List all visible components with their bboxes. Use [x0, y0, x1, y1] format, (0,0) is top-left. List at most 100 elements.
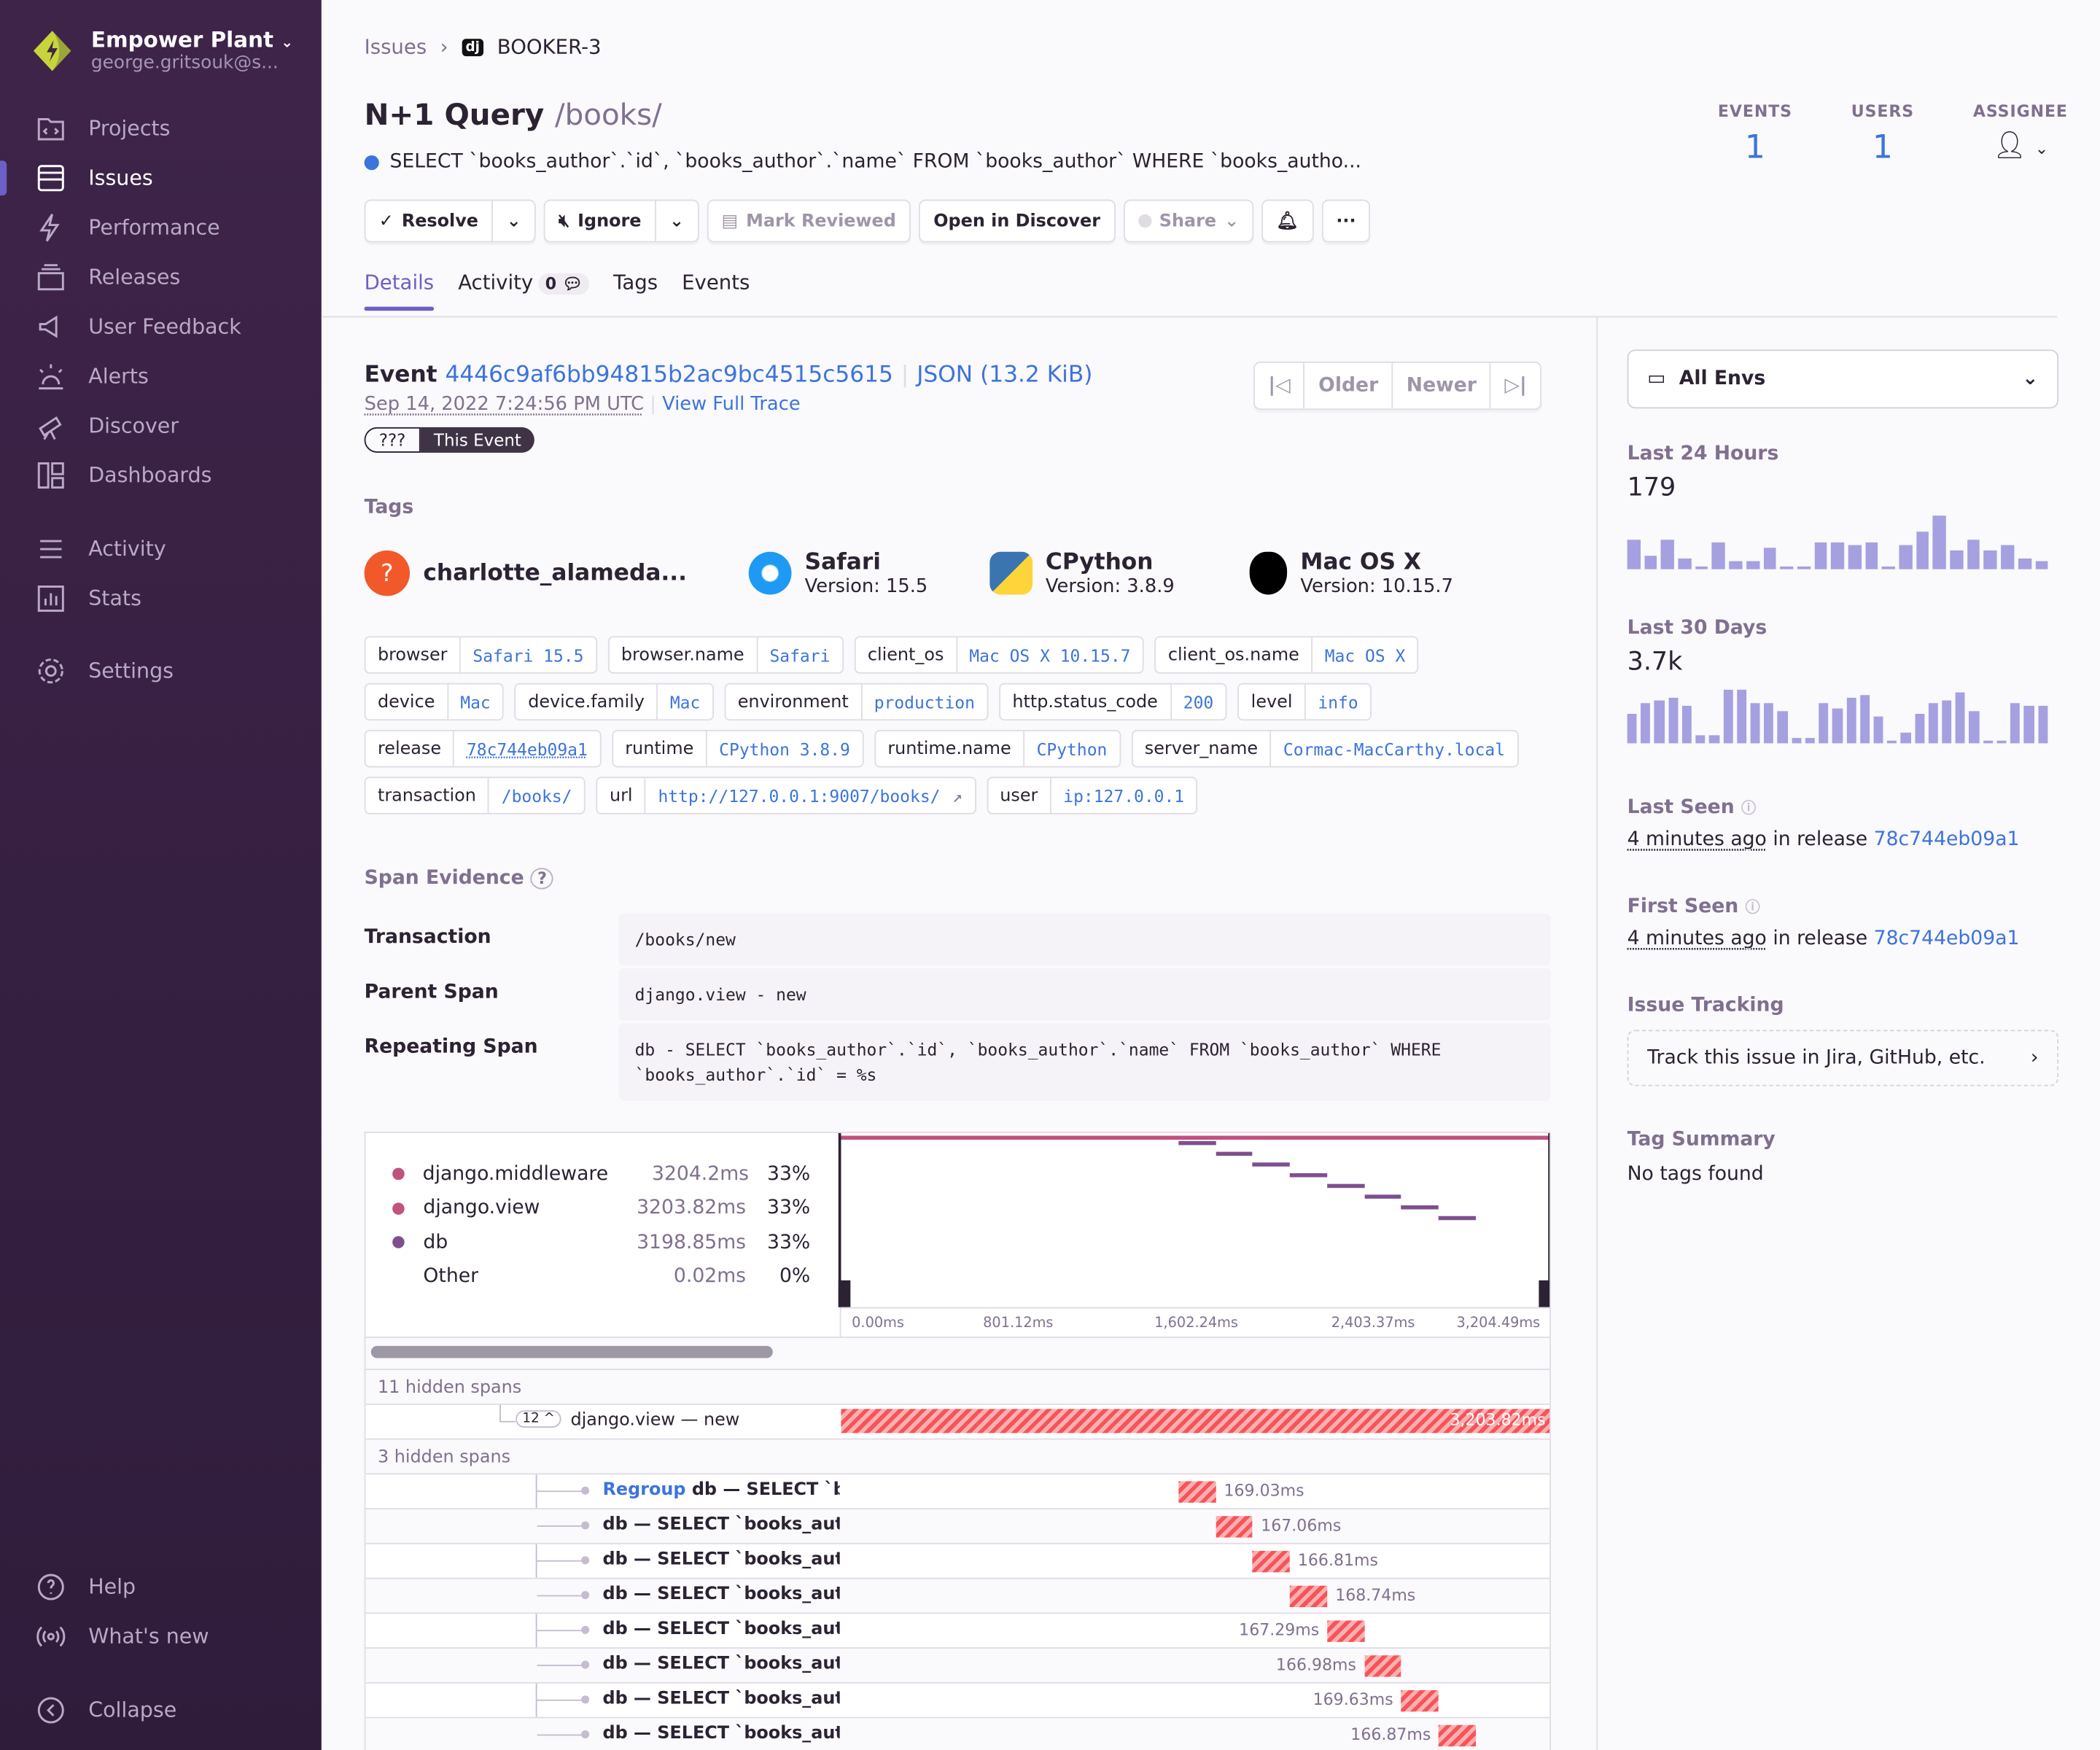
tab-tags[interactable]: Tags [613, 271, 658, 295]
sidebar-footer-help[interactable]: Help [0, 1564, 322, 1609]
tag-value[interactable]: /books/ [488, 778, 584, 813]
tag-value[interactable]: http://127.0.0.1:9007/books/ [645, 778, 952, 813]
org-switcher[interactable]: Empower Plant ⌄ george.gritsouk@s... [29, 27, 293, 74]
span-row[interactable]: db — SELECT `books_author` 166.87ms [365, 1716, 1550, 1750]
tag-value[interactable]: ip:127.0.0.1 [1049, 778, 1197, 813]
tag-browser[interactable]: browser Safari 15.5 [364, 636, 597, 674]
resolve-button[interactable]: ✓ Resolve ⌄ [364, 199, 536, 243]
sidebar-item-settings[interactable]: Settings [0, 648, 322, 693]
environment-selector[interactable]: ▭ All Envs ⌄ [1627, 349, 2059, 409]
tag-environment[interactable]: environment production [724, 682, 989, 721]
regroup-link[interactable]: Regroup [602, 1479, 686, 1501]
more-actions-button[interactable]: ··· [1321, 199, 1371, 243]
view-full-trace-link[interactable]: View Full Trace [662, 394, 801, 416]
older-event-button[interactable]: Older [1303, 362, 1392, 409]
sidebar-item-dashboards[interactable]: Dashboards [0, 453, 322, 498]
sidebar-item-releases[interactable]: Releases [0, 254, 322, 300]
horizontal-scrollbar[interactable] [370, 1345, 773, 1358]
breadcrumb: Issues › dj BOOKER-3 [365, 35, 602, 59]
sidebar-footer-what-s-new[interactable]: What's new [0, 1614, 322, 1659]
span-row[interactable]: db — SELECT `books_author` 166.98ms [365, 1647, 1550, 1682]
tag-value[interactable]: CPython 3.8.9 [705, 731, 863, 766]
first-event-button[interactable]: |◁ [1268, 375, 1291, 397]
tag-user[interactable]: user ip:127.0.0.1 [986, 777, 1198, 814]
issue-tabs: Details Activity 0 💬︎ Tags Events [364, 271, 750, 311]
span-row[interactable]: db — SELECT `books_author` 169.63ms [365, 1681, 1550, 1717]
newer-event-button[interactable]: Newer [1391, 362, 1490, 409]
tag-value[interactable]: Mac [656, 684, 712, 720]
tag-value[interactable]: Safari [756, 637, 842, 673]
drag-handle-right[interactable] [1539, 1280, 1550, 1307]
mark-reviewed-button[interactable]: ▤ Mark Reviewed [707, 199, 911, 243]
tag-transaction[interactable]: transaction/books/ [364, 777, 586, 814]
span-row[interactable]: db — SELECT `books_author` 167.29ms [365, 1612, 1550, 1647]
events-count[interactable]: 1 [1744, 128, 1765, 166]
assignee-selector[interactable]: 👤︎ ⌄ [1973, 128, 2068, 160]
sidebar-item-projects[interactable]: Projects [0, 106, 322, 151]
event-id-link[interactable]: 4446c9af6bb94815b2ac9bc4515c5615 [445, 361, 893, 389]
tag-http-status-code[interactable]: http.status_code 200 [999, 682, 1227, 721]
first-seen-release-link[interactable]: 78c744eb09a1 [1873, 928, 2020, 950]
last-seen-release-link[interactable]: 78c744eb09a1 [1873, 828, 2020, 851]
sidebar-item-alerts[interactable]: Alerts [0, 354, 322, 399]
latest-event-button[interactable]: ▷| [1490, 362, 1540, 409]
tab-events[interactable]: Events [682, 271, 750, 295]
event-json-link[interactable]: JSON (13.2 KiB) [917, 361, 1093, 389]
tag-url[interactable]: url http://127.0.0.1:9007/books/↗ [596, 777, 976, 814]
tag-device-family[interactable]: device.family Mac [514, 682, 714, 721]
tag-value[interactable]: Mac OS X [1311, 637, 1418, 673]
share-button[interactable]: Share ⌄ [1123, 199, 1254, 243]
sparkline-24h[interactable] [1627, 516, 2048, 569]
sidebar-item-performance[interactable]: Performance [0, 205, 322, 250]
tag-value[interactable]: Safari 15.5 [459, 637, 596, 673]
sidebar-item-user-feedback[interactable]: User Feedback [0, 304, 322, 349]
tab-activity[interactable]: Activity 0 💬︎ [458, 271, 589, 311]
tag-value[interactable]: Mac OS X 10.15.7 [955, 637, 1143, 673]
tag-value[interactable]: Mac [446, 684, 502, 720]
ignore-dropdown[interactable]: ⌄ [654, 201, 698, 241]
span-row[interactable]: db — SELECT `books_author` 167.06ms [365, 1508, 1550, 1543]
drag-handle-left[interactable] [838, 1280, 851, 1307]
tag-runtime[interactable]: runtime CPython 3.8.9 [611, 730, 864, 768]
tag-client-os[interactable]: client_os Mac OS X 10.15.7 [854, 636, 1144, 674]
tag-value[interactable]: CPython [1023, 731, 1119, 766]
span-row[interactable]: Regroup db — SELECT `boo 169.03ms [365, 1473, 1550, 1508]
users-count[interactable]: 1 [1872, 128, 1893, 166]
minimap-handle-left[interactable] [838, 1132, 841, 1307]
sidebar-footer-collapse[interactable]: Collapse [0, 1687, 322, 1732]
minimap[interactable] [838, 1132, 1550, 1307]
tag-value[interactable]: info [1304, 684, 1370, 720]
last-24h-label: Last 24 Hours [1627, 443, 1779, 465]
minimap-handle-right[interactable] [1548, 1132, 1550, 1307]
sidebar-item-activity[interactable]: Activity [0, 526, 322, 572]
span-toggle-button[interactable]: 12 ^ [516, 1410, 562, 1428]
ignore-button[interactable]: 🔇︎ Ignore ⌄ [543, 199, 699, 243]
tag-value[interactable]: 78c744eb09a1 [453, 731, 600, 766]
hidden-spans-row[interactable]: 11 hidden spans [365, 1369, 1550, 1404]
sidebar-item-discover[interactable]: Discover [0, 403, 322, 448]
tag-server-name[interactable]: server_name Cormac-MacCarthy.local [1131, 730, 1519, 768]
tag-value[interactable]: production [860, 684, 987, 720]
tag-value[interactable]: 200 [1170, 684, 1225, 720]
tab-details[interactable]: Details [364, 271, 435, 311]
tag-value[interactable]: Cormac-MacCarthy.local [1269, 731, 1517, 766]
tag-level[interactable]: level info [1237, 682, 1372, 721]
tag-release[interactable]: release 78c744eb09a1 [364, 730, 602, 768]
sidebar-item-issues[interactable]: Issues [0, 155, 322, 201]
span-row-parent[interactable]: 12 ^ django.view — new 3,203.82ms [365, 1403, 1550, 1439]
hidden-spans-row[interactable]: 3 hidden spans [365, 1438, 1550, 1474]
breadcrumb-issues[interactable]: Issues [364, 34, 427, 59]
span-row[interactable]: db — SELECT `books_author` 166.81ms [365, 1542, 1550, 1578]
tag-runtime-name[interactable]: runtime.name CPython [874, 730, 1121, 768]
sparkline-30d[interactable] [1627, 689, 2048, 744]
track-issue-button[interactable]: Track this issue in Jira, GitHub, etc. › [1627, 1030, 2059, 1086]
external-link-icon[interactable]: ↗ [952, 785, 962, 806]
tag-device[interactable]: device Mac [364, 682, 505, 721]
tag-client-os-name[interactable]: client_os.name Mac OS X [1154, 636, 1419, 674]
subscribe-button[interactable]: 🔔︎ [1261, 199, 1314, 243]
resolve-dropdown[interactable]: ⌄ [491, 201, 534, 241]
tag-browser-name[interactable]: browser.name Safari [607, 636, 844, 674]
span-row[interactable]: db — SELECT `books_author` 168.74ms [365, 1577, 1550, 1613]
open-in-discover-button[interactable]: Open in Discover [919, 199, 1116, 243]
sidebar-item-stats[interactable]: Stats [0, 576, 322, 621]
